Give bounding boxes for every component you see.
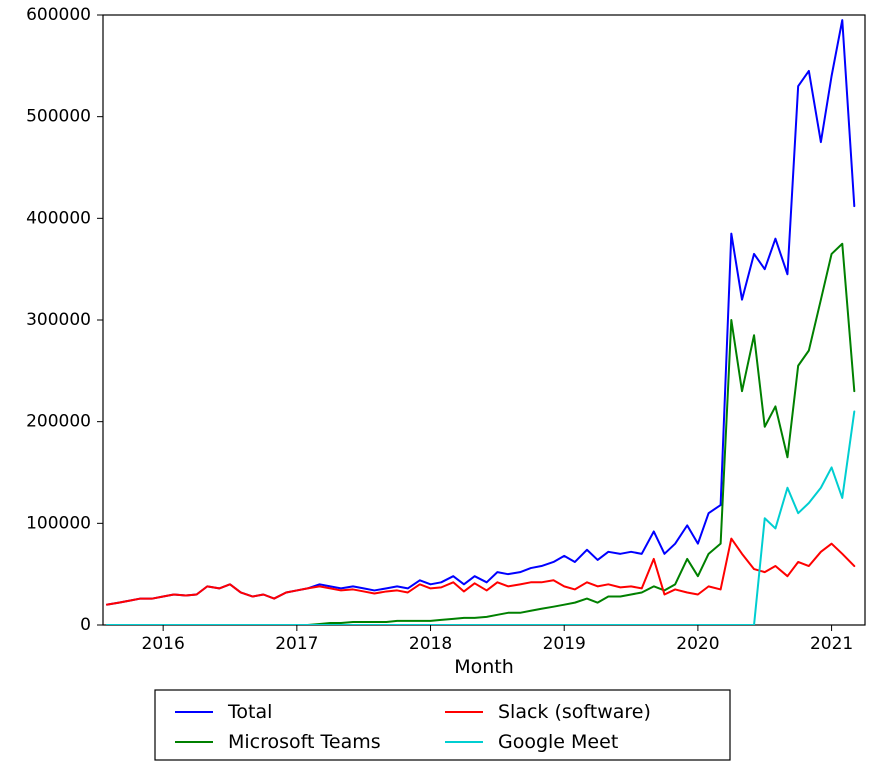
y-tick-label: 300000	[26, 310, 91, 330]
line-chart: 2016 2017 2018 2019 2020 2021 Month 0 100000 2000…	[0, 0, 884, 773]
y-tick-label: 200000	[26, 412, 91, 432]
x-axis-label: Month	[454, 656, 514, 678]
y-tick-label: 500000	[26, 107, 91, 127]
x-tick-label: 2020	[676, 634, 719, 654]
x-tick-label: 2016	[142, 634, 185, 654]
y-tick-label: 600000	[26, 5, 91, 25]
y-tick-label: 400000	[26, 208, 91, 228]
legend-label: Google Meet	[498, 731, 618, 753]
y-tick-label: 100000	[26, 513, 91, 533]
legend-label: Microsoft Teams	[228, 731, 381, 753]
x-tick-label: 2021	[810, 634, 853, 654]
legend-label: Slack (software)	[498, 701, 651, 723]
y-tick-label: 0	[80, 615, 91, 635]
legend-label: Total	[227, 701, 272, 723]
x-tick-label: 2019	[543, 634, 586, 654]
chart-svg: 2016 2017 2018 2019 2020 2021 Month 0 100000 2000…	[0, 0, 884, 773]
x-tick-label: 2018	[409, 634, 452, 654]
x-tick-label: 2017	[275, 634, 318, 654]
